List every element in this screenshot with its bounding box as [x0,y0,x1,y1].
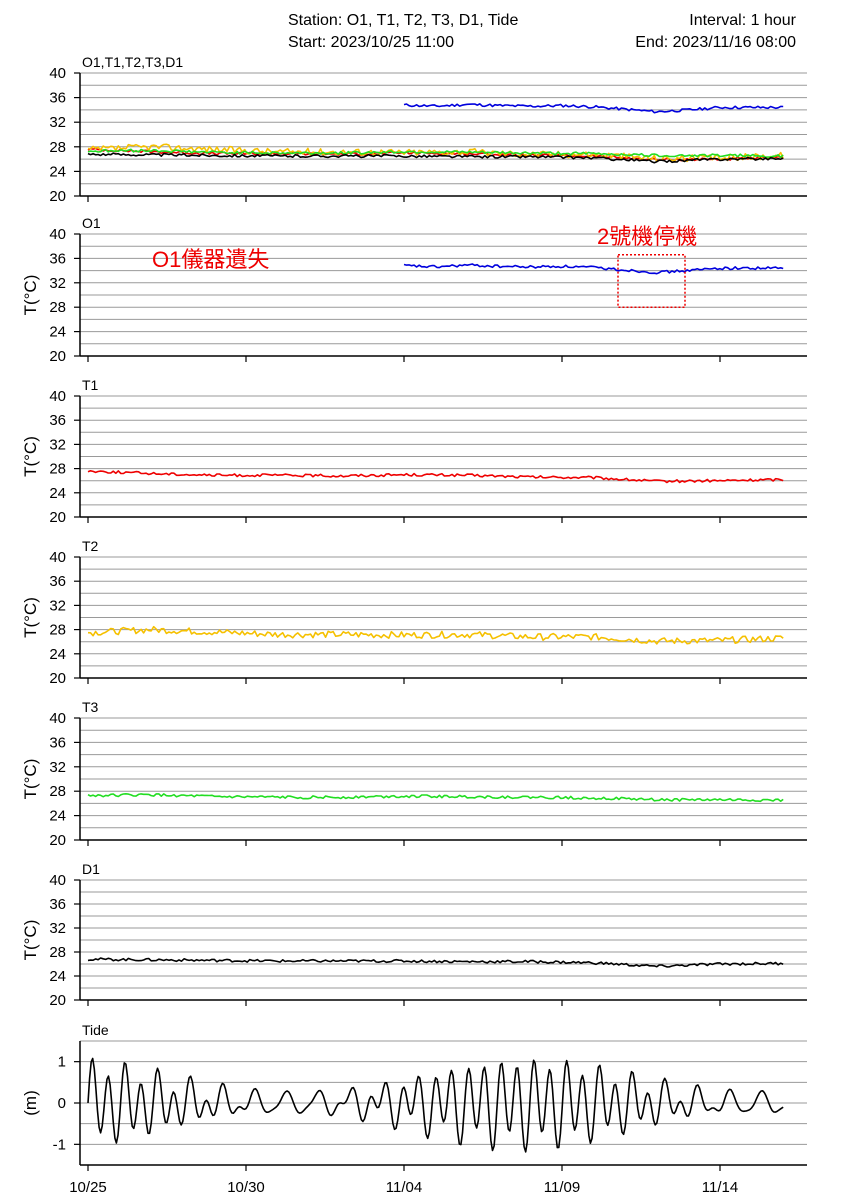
y-tick-label: 36 [49,250,66,267]
y-axis-label: T(°C) [21,920,40,961]
y-tick-label: 20 [49,832,66,849]
y-tick-label: 24 [49,968,66,985]
panel-1: 20 24 28 32 36 40 O1 T(°C) O1儀器遺失 2號機停機 [21,215,807,365]
panel-3: 20 24 28 32 36 40 T2 T(°C) [21,538,807,687]
y-axis-label: (m) [21,1090,40,1115]
y-tick-label: 28 [49,783,66,800]
y-tick-label: 40 [49,226,66,243]
y-tick-label: 1 [58,1054,66,1071]
y-tick-label: 28 [49,461,66,478]
y-tick-label: 32 [49,759,66,776]
y-tick-label: 32 [49,114,66,131]
y-tick-label: 36 [49,573,66,590]
y-tick-label: 24 [49,646,66,663]
y-tick-label: -1 [53,1136,66,1153]
y-tick-label: 20 [49,992,66,1009]
series-line-p3 [87,625,784,645]
y-tick-label: 28 [49,139,66,156]
x-tick-label: 10/25 [69,1179,107,1196]
header-end: End: 2023/11/16 08:00 [635,34,796,51]
y-tick-label: 20 [49,188,66,205]
x-tick-label: 10/30 [227,1179,265,1196]
y-tick-label: 20 [49,509,66,526]
y-tick-label: 20 [49,670,66,687]
y-tick-label: 28 [49,622,66,639]
panel-title: O1,T1,T2,T3,D1 [82,54,183,70]
panel-title: T3 [82,699,99,715]
y-tick-label: 32 [49,597,66,614]
series-line-p1 [403,263,784,275]
header-interval: Interval: 1 hour [689,12,796,29]
y-axis-label: T(°C) [21,275,40,316]
panel-5: 20 24 28 32 36 40 D1 T(°C) [21,861,807,1009]
series-line-t3 [87,148,784,158]
series-line-p6 [87,1057,784,1153]
series-line-p5 [87,957,784,968]
y-axis-label: T(°C) [21,597,40,638]
series-line-p4 [87,793,784,803]
y-tick-label: 24 [49,324,66,341]
x-tick-label: 11/09 [544,1179,580,1196]
y-tick-label: 28 [49,299,66,316]
series-line-o1 [403,103,784,114]
panel-title: T2 [82,538,99,554]
y-tick-label: 32 [49,275,66,292]
y-tick-label: 40 [49,388,66,405]
annotation-box [617,253,686,308]
y-axis-label: T(°C) [21,759,40,800]
y-tick-label: 32 [49,436,66,453]
y-tick-label: 0 [58,1095,66,1112]
panel-title: Tide [82,1022,109,1038]
y-tick-label: 36 [49,90,66,107]
y-tick-label: 20 [49,348,66,365]
series-line-t2 [87,143,784,163]
y-tick-label: 36 [49,896,66,913]
panel-4: 20 24 28 32 36 40 T3 T(°C) [21,699,807,849]
y-tick-label: 40 [49,65,66,82]
panel-6: -1 0 1 Tide (m) [21,1022,807,1171]
panel-2: 20 24 28 32 36 40 T1 T(°C) [21,377,807,526]
y-tick-label: 40 [49,710,66,727]
y-axis-label: T(°C) [21,436,40,477]
y-tick-label: 32 [49,920,66,937]
annotation-unit2-shutdown: 2號機停機 [597,224,697,249]
header-station: Station: O1, T1, T2, T3, D1, Tide [288,12,519,29]
y-tick-label: 24 [49,163,66,180]
y-tick-label: 36 [49,734,66,751]
series-line-p2 [87,470,784,484]
y-tick-label: 36 [49,412,66,429]
x-tick-label: 11/04 [386,1179,422,1196]
panel-title: D1 [82,861,100,877]
panel-title: T1 [82,377,99,393]
panel-0: 20 24 28 32 36 40 O1,T1,T2,T3,D1 [49,54,807,205]
y-tick-label: 24 [49,808,66,825]
y-tick-label: 24 [49,485,66,502]
header-start: Start: 2023/10/25 11:00 [288,34,455,51]
y-tick-label: 40 [49,549,66,566]
x-tick-label: 11/14 [702,1179,738,1196]
annotation-o1-lost: O1儀器遺失 [152,247,269,272]
y-tick-label: 40 [49,872,66,889]
series-line-d1 [87,152,784,164]
y-tick-label: 28 [49,944,66,961]
panel-title: O1 [82,215,101,231]
